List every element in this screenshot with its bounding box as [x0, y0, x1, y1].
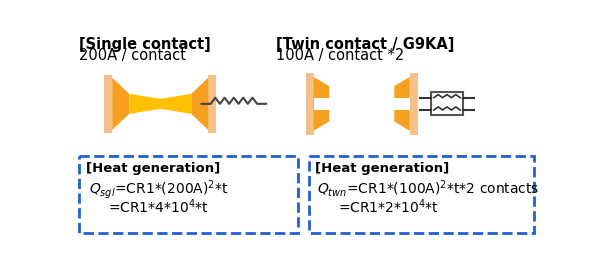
- Bar: [431, 92, 463, 116]
- Text: =CR1*2*10$^4$*t: =CR1*2*10$^4$*t: [338, 197, 439, 216]
- Bar: [104, 75, 112, 133]
- Bar: [314, 98, 410, 110]
- Polygon shape: [394, 77, 410, 108]
- Text: =CR1*4*10$^4$*t: =CR1*4*10$^4$*t: [107, 197, 208, 216]
- Text: [Heat generation]: [Heat generation]: [315, 162, 449, 175]
- Text: [Heat generation]: [Heat generation]: [86, 162, 220, 175]
- Polygon shape: [314, 77, 329, 108]
- Bar: [306, 73, 314, 135]
- Text: [Twin contact / G9KA]: [Twin contact / G9KA]: [277, 37, 455, 52]
- FancyBboxPatch shape: [79, 156, 298, 233]
- Text: $Q_{twn}$=CR1*(100A)$^2$*t*2 contacts: $Q_{twn}$=CR1*(100A)$^2$*t*2 contacts: [317, 178, 539, 199]
- FancyBboxPatch shape: [309, 156, 534, 233]
- Polygon shape: [394, 100, 410, 131]
- Text: $Q_{sgl}$=CR1*(200A)$^2$*t: $Q_{sgl}$=CR1*(200A)$^2$*t: [89, 178, 229, 201]
- Text: 100A / contact *2: 100A / contact *2: [277, 48, 405, 64]
- Polygon shape: [129, 94, 191, 114]
- Bar: [208, 75, 216, 133]
- Text: 200A / contact: 200A / contact: [79, 48, 186, 64]
- Polygon shape: [191, 78, 208, 130]
- Text: [Single contact]: [Single contact]: [79, 37, 211, 52]
- Polygon shape: [314, 100, 329, 131]
- Polygon shape: [112, 78, 129, 130]
- Bar: [410, 73, 418, 135]
